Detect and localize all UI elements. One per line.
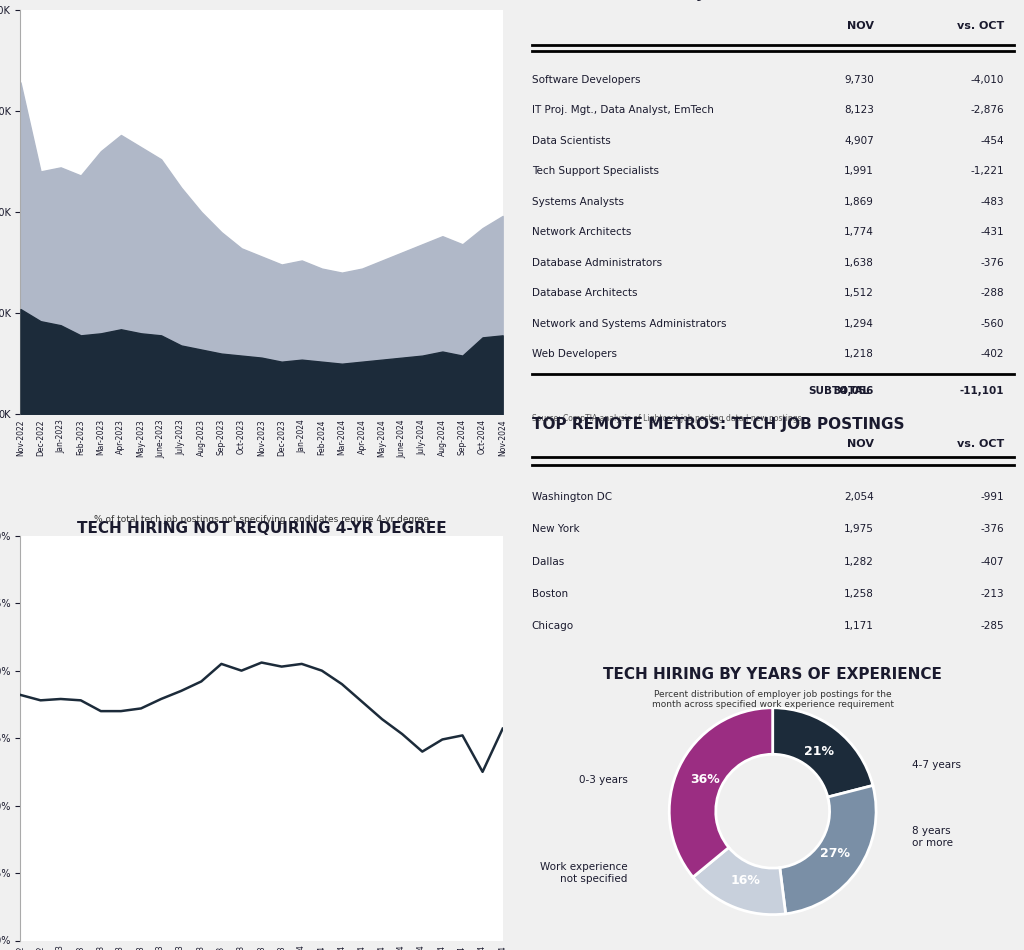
Text: Tech Support Specialists: Tech Support Specialists (531, 166, 658, 177)
Text: 16%: 16% (730, 874, 760, 887)
Text: 1,171: 1,171 (844, 620, 873, 631)
Text: 1,512: 1,512 (844, 289, 873, 298)
Text: % of total tech job postings not specifying candidates require 4-yr degree: % of total tech job postings not specify… (94, 515, 429, 523)
Text: 9,730: 9,730 (844, 75, 873, 85)
Text: NOV: NOV (847, 439, 873, 448)
Text: -431: -431 (981, 227, 1005, 238)
Text: 36%: 36% (690, 772, 720, 786)
Text: New York: New York (531, 524, 580, 535)
Text: Chicago: Chicago (531, 620, 573, 631)
Wedge shape (670, 708, 773, 877)
Text: vs. OCT: vs. OCT (956, 439, 1005, 448)
Text: Dallas: Dallas (531, 557, 564, 566)
Text: TOP REMOTE METROS: TECH JOB POSTINGS: TOP REMOTE METROS: TECH JOB POSTINGS (531, 417, 904, 432)
Text: -991: -991 (981, 492, 1005, 503)
Wedge shape (780, 786, 877, 914)
Text: 21%: 21% (804, 746, 834, 758)
Text: Systems Analysts: Systems Analysts (531, 197, 624, 207)
Text: Data Scientists: Data Scientists (531, 136, 610, 145)
Title: TECH HIRING BY YEARS OF EXPERIENCE: TECH HIRING BY YEARS OF EXPERIENCE (603, 667, 942, 682)
Text: 0-3 years: 0-3 years (579, 775, 628, 785)
Text: SUBTOTAL: SUBTOTAL (808, 386, 869, 396)
Text: 8,123: 8,123 (844, 105, 873, 115)
Text: 1,869: 1,869 (844, 197, 873, 207)
Wedge shape (693, 847, 785, 915)
Text: 1,991: 1,991 (844, 166, 873, 177)
Text: -4,010: -4,010 (971, 75, 1005, 85)
Text: 1,282: 1,282 (844, 557, 873, 566)
Text: TOP REMOTE TECH JOB POSTINGS: TOP REMOTE TECH JOB POSTINGS (531, 0, 821, 1)
Text: 4-7 years: 4-7 years (912, 760, 962, 770)
Text: Network Architects: Network Architects (531, 227, 631, 238)
Text: vs. OCT: vs. OCT (956, 21, 1005, 31)
Text: -288: -288 (981, 289, 1005, 298)
Text: -483: -483 (981, 197, 1005, 207)
Text: -560: -560 (981, 319, 1005, 329)
Text: Boston: Boston (531, 589, 567, 598)
Text: -2,876: -2,876 (971, 105, 1005, 115)
Text: 1,638: 1,638 (844, 257, 873, 268)
Text: -402: -402 (981, 350, 1005, 359)
Title: TECH HIRING NOT REQUIRING 4-YR DEGREE: TECH HIRING NOT REQUIRING 4-YR DEGREE (77, 521, 446, 536)
Text: IT Proj. Mgt., Data Analyst, EmTech: IT Proj. Mgt., Data Analyst, EmTech (531, 105, 714, 115)
Text: -285: -285 (981, 620, 1005, 631)
Text: -454: -454 (981, 136, 1005, 145)
Wedge shape (773, 708, 872, 797)
Text: Software Developers: Software Developers (531, 75, 640, 85)
Text: NOV: NOV (847, 21, 873, 31)
Text: 27%: 27% (819, 846, 850, 860)
Text: 1,294: 1,294 (844, 319, 873, 329)
Text: 1,774: 1,774 (844, 227, 873, 238)
Text: 1,218: 1,218 (844, 350, 873, 359)
Text: -213: -213 (981, 589, 1005, 598)
Text: Washington DC: Washington DC (531, 492, 611, 503)
Text: -376: -376 (981, 524, 1005, 535)
Text: Work experience
not specified: Work experience not specified (541, 863, 628, 884)
Text: 4,907: 4,907 (844, 136, 873, 145)
Text: Percent distribution of employer job postings for the
month across specified wor: Percent distribution of employer job pos… (651, 690, 894, 709)
Text: -407: -407 (981, 557, 1005, 566)
Text: -376: -376 (981, 257, 1005, 268)
Text: 8 years
or more: 8 years or more (912, 826, 953, 847)
Text: Source: CompTIA analysis of Lightcast job posting data | new postings: Source: CompTIA analysis of Lightcast jo… (531, 414, 801, 423)
Text: Database Architects: Database Architects (531, 289, 637, 298)
Text: 1,975: 1,975 (844, 524, 873, 535)
Text: Web Developers: Web Developers (531, 350, 616, 359)
Text: 2,054: 2,054 (844, 492, 873, 503)
Text: Network and Systems Administrators: Network and Systems Administrators (531, 319, 726, 329)
Text: 34,056: 34,056 (834, 386, 873, 396)
Text: 1,258: 1,258 (844, 589, 873, 598)
Text: -11,101: -11,101 (959, 386, 1005, 396)
Text: -1,221: -1,221 (971, 166, 1005, 177)
Text: Database Administrators: Database Administrators (531, 257, 662, 268)
